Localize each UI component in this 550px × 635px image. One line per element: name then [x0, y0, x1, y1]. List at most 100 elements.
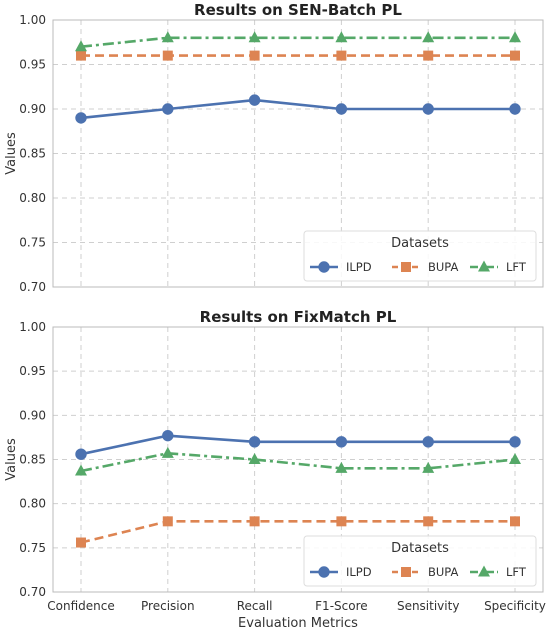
data-point — [509, 436, 521, 448]
legend-label: LFT — [506, 565, 527, 579]
series-line — [80, 520, 515, 544]
legend-label: ILPD — [346, 565, 372, 579]
x-tick-label: Specificity — [484, 599, 546, 613]
x-tick-label: Recall — [237, 599, 273, 613]
series-ilpd — [75, 94, 521, 124]
data-point — [75, 464, 87, 476]
data-point — [75, 448, 87, 460]
y-tick-label: 1.00 — [19, 13, 46, 27]
y-tick-label: 0.90 — [19, 102, 46, 116]
data-point — [423, 516, 434, 527]
y-tick-label: 0.70 — [19, 280, 46, 294]
y-tick-label: 0.95 — [19, 364, 46, 378]
legend: Datasets ILPD BUPA LFT — [303, 230, 537, 282]
y-tick-label: 0.80 — [19, 497, 46, 511]
data-point — [161, 31, 174, 43]
data-point — [336, 516, 347, 527]
y-tick-label: 0.85 — [19, 453, 46, 467]
series-line — [80, 98, 515, 120]
legend-label: LFT — [506, 260, 527, 274]
data-point — [248, 436, 261, 448]
legend-box — [303, 230, 537, 282]
x-tick-label: Sensitivity — [397, 599, 459, 613]
series-bupa — [76, 516, 520, 548]
data-point — [335, 461, 348, 473]
data-point — [162, 103, 174, 115]
data-point — [335, 436, 348, 448]
y-tick-label: 0.90 — [19, 408, 46, 422]
data-point — [249, 50, 260, 61]
legend-item-lft: LFT — [470, 565, 527, 579]
legend-item-bupa: BUPA — [392, 260, 459, 274]
y-axis-label: Values — [4, 132, 19, 175]
data-point — [249, 516, 260, 527]
legend-title: Datasets — [391, 236, 449, 251]
series-bupa — [76, 50, 520, 61]
y-tick-label: 0.75 — [19, 236, 46, 250]
legend-marker — [318, 261, 330, 273]
legend-marker — [478, 260, 490, 272]
chart-title: Results on FixMatch PL — [200, 308, 397, 326]
data-point — [75, 40, 87, 52]
data-point — [162, 516, 173, 527]
data-point — [336, 50, 347, 61]
data-point — [423, 50, 434, 61]
legend-item-ilpd: ILPD — [310, 565, 372, 579]
x-tick-label: F1-Score — [315, 599, 367, 613]
data-point — [422, 436, 434, 448]
legend-label: BUPA — [428, 260, 459, 274]
data-point — [162, 429, 174, 442]
legend-label: BUPA — [428, 565, 459, 579]
legend-label: ILPD — [346, 260, 372, 274]
data-point — [248, 453, 261, 464]
legend-item-bupa: BUPA — [392, 565, 459, 579]
legend-marker — [401, 262, 411, 272]
x-tick-label: Precision — [141, 599, 195, 613]
data-point — [509, 103, 521, 115]
x-tick-label: Confidence — [47, 599, 114, 613]
y-tick-label: 0.85 — [19, 147, 46, 161]
legend-marker — [478, 565, 490, 577]
chart-panel-2: 0.70 0.75 0.80 0.85 0.90 0.95 1.00 Confidence Pr… — [4, 308, 546, 631]
data-point — [422, 103, 434, 115]
legend-title: Datasets — [391, 541, 449, 556]
data-point — [76, 537, 86, 548]
legend-marker — [401, 567, 411, 577]
series-line — [80, 434, 515, 456]
series-lft — [75, 446, 521, 476]
data-point — [509, 453, 521, 464]
data-point — [335, 103, 348, 115]
series-line — [80, 452, 516, 473]
y-axis-label: Values — [4, 438, 19, 481]
series-ilpd — [75, 429, 521, 460]
legend-box — [303, 535, 537, 587]
y-tick-label: 0.95 — [19, 58, 46, 72]
legend-item-ilpd: ILPD — [310, 260, 372, 274]
legend: Datasets ILPD BUPA LFT — [303, 535, 537, 587]
data-point — [162, 50, 173, 61]
data-point — [510, 516, 520, 527]
plot-frame — [52, 19, 544, 288]
plot-frame — [52, 326, 544, 593]
data-point — [161, 446, 174, 458]
chart-panel-1: 0.70 0.75 0.80 0.85 0.90 0.95 1.00 Results on S… — [4, 1, 544, 294]
y-tick-label: 0.70 — [19, 585, 46, 599]
legend-item-lft: LFT — [470, 260, 527, 274]
y-tick-label: 1.00 — [19, 320, 46, 334]
data-point — [248, 94, 261, 106]
data-point — [509, 31, 521, 43]
data-point — [76, 50, 86, 61]
data-point — [75, 112, 87, 124]
data-point — [422, 31, 435, 43]
y-tick-label: 0.75 — [19, 541, 46, 555]
chart-title: Results on SEN-Batch PL — [194, 1, 402, 19]
x-axis-label: Evaluation Metrics — [238, 616, 358, 631]
y-tick-label: 0.80 — [19, 191, 46, 205]
legend-marker — [318, 566, 330, 578]
data-point — [422, 461, 435, 473]
series-line — [80, 36, 515, 48]
series-lft — [75, 31, 521, 52]
data-point — [248, 31, 261, 43]
data-point — [510, 50, 520, 61]
